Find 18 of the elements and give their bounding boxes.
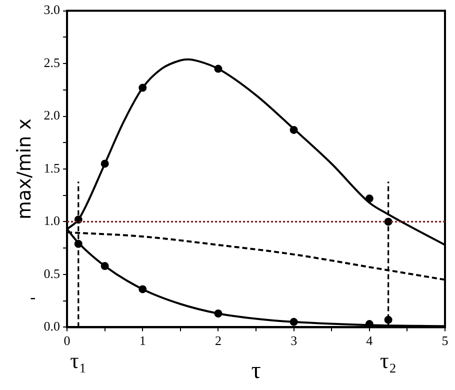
ref-line-label: τ₁ [70, 348, 87, 373]
y-tick-label: 1.5 [44, 160, 60, 176]
text: - [30, 288, 36, 307]
y-tick-label: 3.0 [44, 2, 60, 18]
x-tick-label: 4 [366, 333, 374, 348]
x-tick-label: 3 [290, 333, 298, 348]
x-tick-label: 5 [442, 333, 448, 348]
y-tick-label: 2.0 [44, 108, 60, 123]
y-tick-label: 0.0 [44, 318, 60, 334]
ref-line-label: τ₂ [380, 348, 397, 373]
x-tick-label: 2 [214, 333, 222, 348]
x-tick-label: 0 [64, 333, 70, 348]
x-tick-label: 1 [139, 333, 146, 348]
y-tick-label: 0.5 [44, 266, 60, 281]
x-axis-title: τ [251, 358, 262, 384]
y-tick-label: 2.5 [44, 54, 60, 70]
y-tick-label: 1.0 [44, 213, 60, 228]
y-axis-title: max/min x [13, 118, 36, 220]
